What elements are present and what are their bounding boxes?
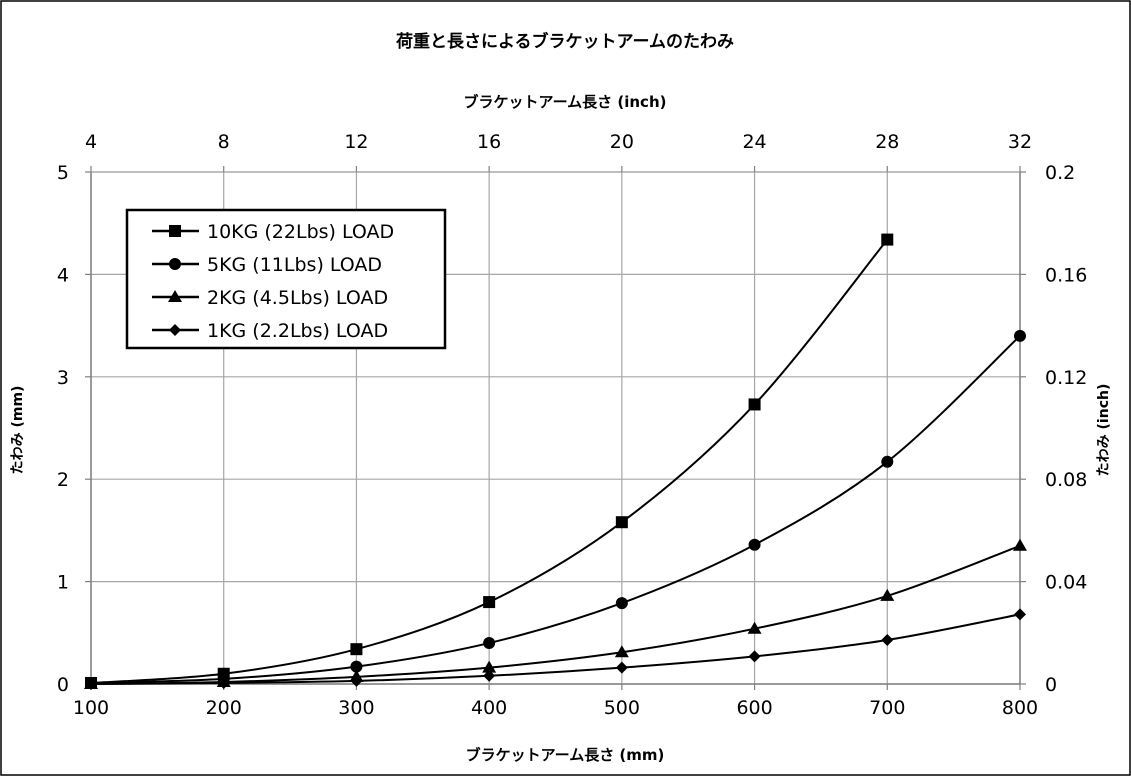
y-tick-label: 3 — [57, 367, 69, 389]
series-layer — [84, 233, 1027, 690]
data-point — [880, 588, 895, 601]
data-point — [881, 233, 894, 246]
data-point — [1013, 538, 1027, 551]
data-point — [483, 596, 496, 609]
data-point — [1014, 329, 1026, 342]
x2-tick-label: 12 — [344, 131, 368, 153]
y-tick-label: 0 — [57, 674, 69, 696]
data-point — [747, 621, 762, 634]
x2-tick-label: 8 — [218, 131, 230, 153]
data-point — [483, 669, 496, 682]
x-tick-label: 800 — [1002, 697, 1038, 719]
x-tick-label: 200 — [206, 697, 242, 719]
x2-tick-label: 16 — [477, 131, 501, 153]
legend-label: 2KG (4.5Lbs) LOAD — [207, 287, 388, 309]
x2-tick-label: 20 — [610, 131, 634, 153]
chart-title: 荷重と長さによるブラケットアームのたわみ — [396, 31, 734, 52]
data-point — [748, 398, 761, 411]
x2-tick-label: 4 — [85, 131, 97, 153]
x-tick-label: 600 — [736, 697, 772, 719]
series-diamond — [85, 608, 1026, 690]
data-point — [85, 678, 97, 690]
x-tick-label: 700 — [869, 697, 905, 719]
data-point — [483, 637, 496, 650]
y2-tick-label: 0.16 — [1045, 264, 1087, 286]
y-tick-label: 5 — [57, 162, 69, 184]
data-point — [217, 676, 230, 689]
legend: 10KG (22Lbs) LOAD 5KG (11Lbs) LOAD 2KG (4.… — [125, 208, 447, 350]
data-point — [350, 660, 363, 673]
y-tick-label: 1 — [57, 572, 69, 594]
x-tick-label: 400 — [471, 697, 507, 719]
legend-marker — [168, 290, 182, 302]
x-tick-label: 100 — [73, 697, 109, 719]
legend-label: 5KG (11Lbs) LOAD — [207, 254, 382, 276]
x-tick-label: 300 — [338, 697, 374, 719]
legend-marker — [169, 324, 181, 336]
right-axis-title: たわみ (inch) — [1096, 384, 1112, 477]
legend-marker — [169, 225, 181, 237]
series-line — [90, 613, 1021, 685]
bottom-axis-title: ブラケットアーム長さ (mm) — [466, 746, 665, 764]
data-point — [350, 674, 363, 687]
series-line — [90, 544, 1021, 685]
y2-tick-label: 0.2 — [1045, 162, 1075, 184]
legend-label: 10KG (22Lbs) LOAD — [207, 221, 394, 243]
data-point — [615, 597, 628, 610]
data-point — [748, 538, 761, 551]
y2-tick-label: 0.04 — [1045, 572, 1087, 594]
data-point — [1014, 608, 1026, 621]
data-point — [748, 650, 761, 663]
legend-label: 1KG (2.2Lbs) LOAD — [207, 320, 388, 342]
data-point — [482, 660, 497, 673]
x2-tick-label: 32 — [1008, 131, 1032, 153]
x2-tick-label: 28 — [875, 131, 899, 153]
data-point — [881, 633, 894, 646]
y-tick-label: 4 — [57, 264, 69, 286]
data-point — [881, 455, 894, 468]
data-point — [615, 516, 628, 529]
data-point — [614, 645, 629, 658]
x-tick-label: 500 — [604, 697, 640, 719]
data-point — [350, 643, 363, 656]
y-tick-label: 2 — [57, 469, 69, 491]
y2-tick-label: 0 — [1045, 674, 1057, 696]
legend-marker — [169, 258, 181, 270]
left-axis-title: たわみ (mm) — [10, 386, 26, 475]
y2-tick-label: 0.12 — [1045, 367, 1087, 389]
y2-tick-label: 0.08 — [1045, 469, 1087, 491]
data-point — [615, 661, 628, 674]
top-axis-title: ブラケットアーム長さ (inch) — [464, 93, 667, 111]
x2-tick-label: 24 — [742, 131, 766, 153]
